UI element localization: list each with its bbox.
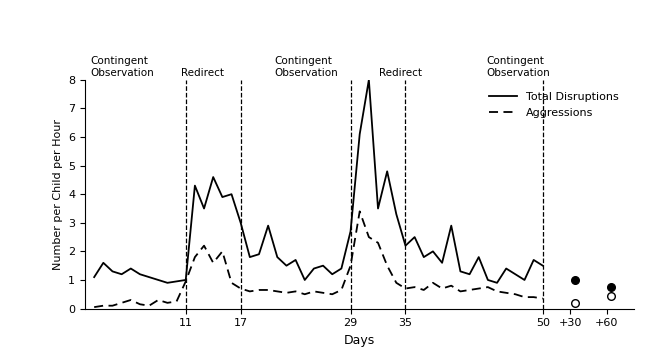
Text: Redirect: Redirect [379,68,422,78]
Text: Contingent
Observation: Contingent Observation [275,56,338,78]
Legend: Total Disruptions, Aggressions: Total Disruptions, Aggressions [485,88,623,122]
Text: Contingent
Observation: Contingent Observation [90,56,154,78]
Text: Contingent
Observation: Contingent Observation [486,56,550,78]
X-axis label: Days: Days [344,334,375,347]
Y-axis label: Number per Child per Hour: Number per Child per Hour [52,119,63,270]
Text: Redirect: Redirect [181,68,224,78]
